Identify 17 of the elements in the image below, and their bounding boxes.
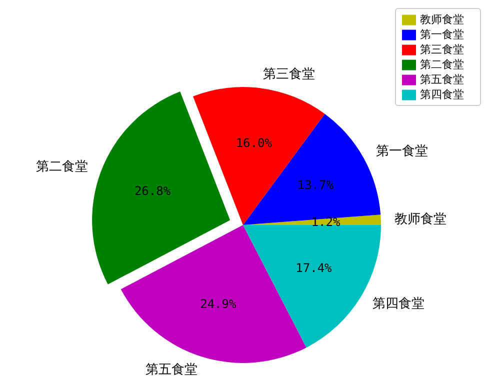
- legend-label: 第四食堂: [420, 88, 464, 101]
- slice-label: 第二食堂: [36, 159, 88, 174]
- slice-label: 第四食堂: [372, 296, 425, 312]
- legend-label: 第二食堂: [420, 58, 464, 71]
- slice-label: 教师食堂: [394, 212, 447, 227]
- legend-label: 第五食堂: [420, 73, 464, 86]
- data-label: 24.9%: [200, 296, 237, 311]
- data-label: 17.4%: [296, 261, 333, 276]
- slice-label: 第五食堂: [145, 362, 198, 378]
- legend-label: 第三食堂: [420, 43, 464, 56]
- data-label: 26.8%: [134, 184, 172, 198]
- slice-label: 第三食堂: [262, 67, 315, 82]
- slice-label: 第一食堂: [376, 144, 428, 159]
- legend-label: 第一食堂: [420, 28, 464, 41]
- data-label: 16.0%: [236, 136, 273, 150]
- data-label: 13.7%: [297, 178, 334, 192]
- legend-label: 教师食堂: [420, 13, 464, 26]
